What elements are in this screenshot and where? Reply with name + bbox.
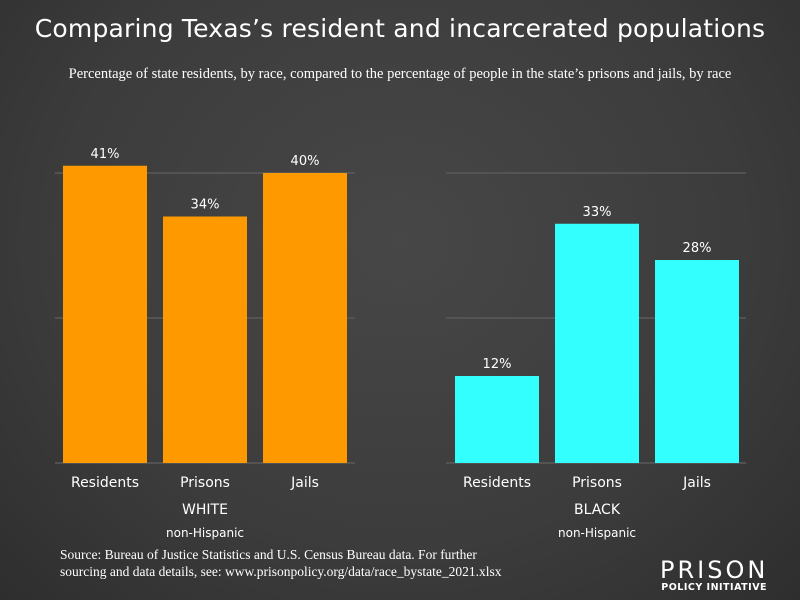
group-sublabel: non-Hispanic — [166, 526, 244, 540]
prison-policy-initiative-logo: PRISON POLICY INITIATIVE — [660, 558, 768, 593]
group-label: BLACK — [574, 502, 621, 518]
data-label: 28% — [683, 241, 712, 256]
chart-subtitle: Percentage of state residents, by race, … — [68, 66, 732, 82]
source-note: Source: Bureau of Justice Statistics and… — [60, 546, 502, 580]
category-label: Prisons — [572, 475, 622, 491]
group-sublabel: non-Hispanic — [558, 526, 636, 540]
bar-black-residents — [455, 376, 539, 463]
logo-line-2: POLICY INITIATIVE — [661, 582, 768, 593]
data-label: 12% — [483, 357, 512, 372]
source-line-1: Source: Bureau of Justice Statistics and… — [60, 547, 477, 562]
bar-white-prisons — [163, 216, 247, 463]
data-label: 40% — [291, 154, 320, 169]
group-label: WHITE — [182, 502, 228, 518]
category-label: Jails — [682, 475, 711, 491]
category-label: Jails — [290, 475, 319, 491]
source-line-2: sourcing and data details, see: www.pris… — [60, 564, 502, 579]
bar-black-prisons — [555, 223, 639, 463]
category-label: Residents — [71, 475, 139, 491]
bar-black-jails — [655, 260, 739, 463]
bar-white-residents — [63, 165, 147, 463]
chart-title: Comparing Texas’s resident and incarcera… — [34, 14, 766, 43]
category-label: Prisons — [180, 475, 230, 491]
data-label: 41% — [91, 147, 120, 162]
data-label: 33% — [583, 205, 612, 220]
category-label: Residents — [463, 475, 531, 491]
data-label: 34% — [191, 198, 220, 213]
bar-white-jails — [263, 173, 347, 463]
logo-line-1: PRISON — [660, 556, 769, 584]
